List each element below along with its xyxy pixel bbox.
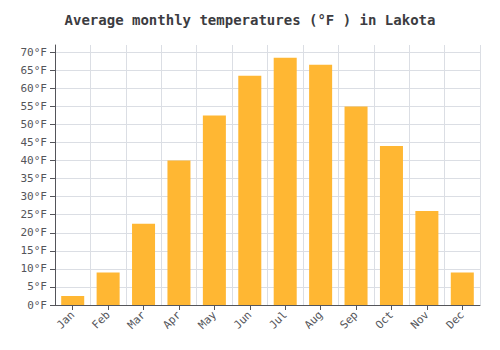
svg-text:15°F: 15°F [21,244,48,257]
svg-text:50°F: 50°F [21,118,48,131]
svg-text:20°F: 20°F [21,226,48,239]
svg-text:70°F: 70°F [21,46,48,59]
svg-text:10°F: 10°F [21,262,48,275]
svg-text:25°F: 25°F [21,208,48,221]
svg-text:55°F: 55°F [21,100,48,113]
svg-text:Dec: Dec [444,308,467,331]
svg-text:Apr: Apr [160,308,183,331]
svg-text:30°F: 30°F [21,190,48,203]
svg-text:Sep: Sep [337,308,360,331]
svg-text:45°F: 45°F [21,136,48,149]
svg-text:65°F: 65°F [21,64,48,77]
svg-text:Oct: Oct [373,308,396,331]
svg-text:5°F: 5°F [27,280,47,293]
svg-text:Aug: Aug [302,308,325,331]
svg-text:May: May [196,308,219,331]
svg-text:Nov: Nov [408,308,431,331]
svg-text:Feb: Feb [89,308,112,331]
svg-text:35°F: 35°F [21,172,48,185]
svg-text:Jul: Jul [267,308,290,331]
svg-text:Jun: Jun [231,308,254,331]
svg-text:40°F: 40°F [21,154,48,167]
svg-text:Average monthly temperatures (: Average monthly temperatures (°F ) in La… [65,12,436,28]
svg-text:Jan: Jan [54,308,77,331]
svg-text:60°F: 60°F [21,82,48,95]
svg-text:0°F: 0°F [27,299,47,312]
svg-text:Mar: Mar [125,308,148,331]
